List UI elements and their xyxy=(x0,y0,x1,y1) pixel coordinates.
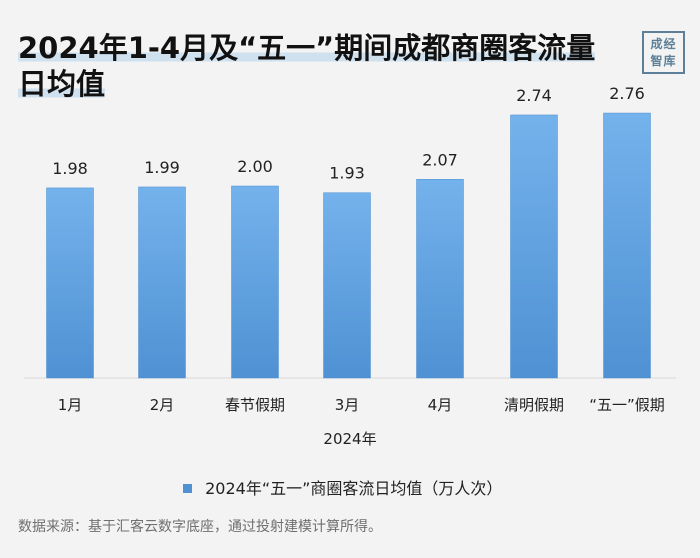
chart-title-line-2: 日均值 xyxy=(18,66,106,102)
category-labels-layer: 1月 2月 春节假期 3月 4月 清明假期 “五一”假期 xyxy=(58,396,665,414)
x-axis-title: 2024年 xyxy=(323,430,376,448)
bar-value-label-0: 1.98 xyxy=(52,159,88,178)
value-labels-layer: 1.98 1.99 2.00 1.93 2.07 2.74 2.76 xyxy=(52,84,645,183)
legend-label: 2024年“五一”商圈客流日均值（万人次） xyxy=(205,479,503,498)
category-label-2: 春节假期 xyxy=(225,396,285,414)
bar-value-label-1: 1.99 xyxy=(144,158,180,177)
category-label-6: “五一”假期 xyxy=(589,396,665,414)
bar-value-label-6: 2.76 xyxy=(609,84,645,103)
bar-value-label-5: 2.74 xyxy=(516,86,552,105)
brand-logo-line-2: 智库 xyxy=(650,54,677,68)
bar-0 xyxy=(46,187,94,379)
bars-layer xyxy=(46,112,651,379)
bar-4 xyxy=(416,179,464,379)
category-label-4: 4月 xyxy=(428,396,453,414)
bar-5 xyxy=(510,114,558,379)
brand-logo: 成经 智库 xyxy=(642,31,685,74)
legend-swatch xyxy=(183,484,192,493)
bar-6 xyxy=(603,112,651,379)
chart-title: 2024年1-4月及“五一”期间成都商圈客流量 日均值 xyxy=(18,30,603,102)
category-label-0: 1月 xyxy=(58,396,83,414)
source-note: 数据来源：基于汇客云数字底座，通过投射建模计算所得。 xyxy=(18,519,382,535)
bar-value-label-4: 2.07 xyxy=(422,150,458,169)
category-label-1: 2月 xyxy=(150,396,175,414)
category-label-3: 3月 xyxy=(335,396,360,414)
bar-2 xyxy=(231,185,279,379)
bar-value-label-2: 2.00 xyxy=(237,157,273,176)
chart-legend: 2024年“五一”商圈客流日均值（万人次） xyxy=(183,475,502,499)
bar-3 xyxy=(323,192,371,379)
bar-value-label-3: 1.93 xyxy=(329,164,365,183)
bar-1 xyxy=(138,186,186,379)
brand-logo-line-1: 成经 xyxy=(650,37,677,51)
chart-title-line-1: 2024年1-4月及“五一”期间成都商圈客流量 xyxy=(18,30,596,66)
category-label-5: 清明假期 xyxy=(504,396,564,414)
